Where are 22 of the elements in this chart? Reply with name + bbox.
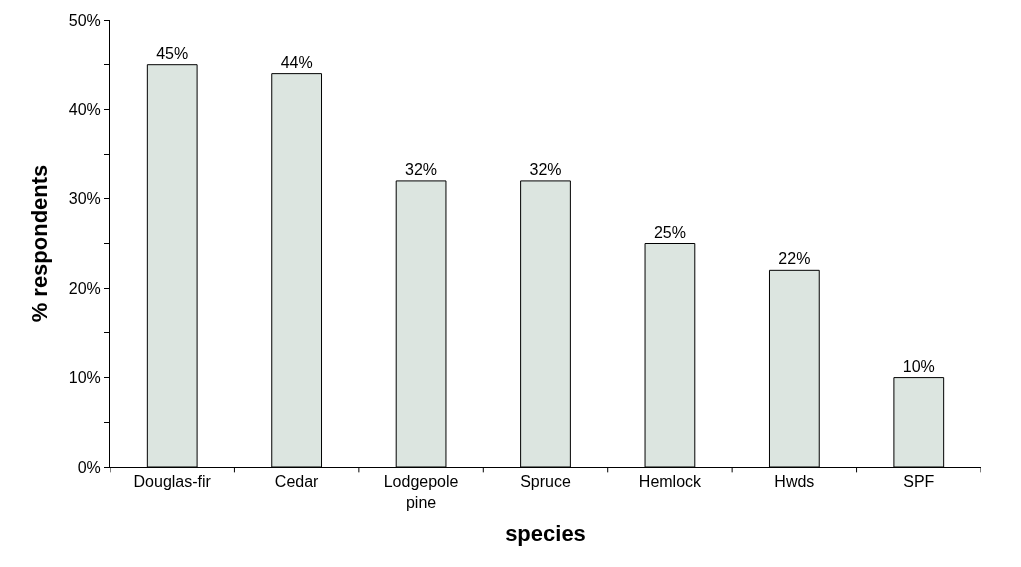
data-label: 44% bbox=[280, 53, 313, 71]
data-label: 32% bbox=[405, 160, 438, 178]
x-tick-label: Hemlock bbox=[638, 473, 703, 491]
data-label: 10% bbox=[902, 357, 935, 375]
x-tick-label: Hwds bbox=[774, 473, 815, 491]
data-label: 32% bbox=[529, 160, 562, 178]
x-tick-label: Lodgepole pine bbox=[383, 473, 459, 511]
y-tick-label: 0% bbox=[77, 458, 101, 476]
data-label: 45% bbox=[156, 44, 189, 62]
x-tick-label: Cedar bbox=[274, 473, 320, 491]
y-tick-label: 10% bbox=[68, 369, 101, 387]
x-tick-label: Douglas-fir bbox=[133, 473, 212, 491]
x-tick-label: Spruce bbox=[520, 473, 571, 491]
data-label: 22% bbox=[778, 250, 811, 268]
x-tick-label: SPF bbox=[903, 473, 935, 491]
y-tick-label: 20% bbox=[68, 279, 101, 297]
data-label: 25% bbox=[653, 223, 686, 241]
x-axis-title: species bbox=[505, 520, 586, 546]
y-tick-label: 40% bbox=[68, 101, 101, 118]
y-axis-title: % respondents bbox=[26, 164, 52, 323]
y-tick-label: 30% bbox=[68, 190, 101, 208]
y-tick-label: 50% bbox=[68, 11, 101, 29]
